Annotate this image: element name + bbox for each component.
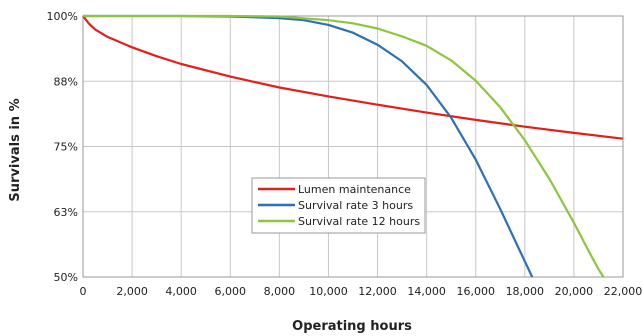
x-tick-label: 16,000 <box>456 285 495 298</box>
legend-item-survival-rate-12-hours: Survival rate 12 hours <box>258 215 420 228</box>
x-tick-label: 18,000 <box>506 285 545 298</box>
x-tick-label: 2,000 <box>116 285 148 298</box>
grid-lines <box>82 15 624 278</box>
x-tick-label: 0 <box>80 285 87 298</box>
legend-item-lumen-maintenance: Lumen maintenance <box>258 183 411 196</box>
x-tick-label: 14,000 <box>407 285 446 298</box>
x-tick-label: 20,000 <box>555 285 594 298</box>
y-tick-labels: 50% 63% 75% 88% 100% <box>47 10 78 284</box>
series-line-lumen-maintenance <box>82 15 624 140</box>
legend-item-survival-rate-3-hours: Survival rate 3 hours <box>258 199 413 212</box>
y-tick-label: 50% <box>54 271 78 284</box>
x-tick-label: 8,000 <box>264 285 296 298</box>
x-axis-title: Operating hours <box>292 319 412 334</box>
x-tick-label: 10,000 <box>309 285 348 298</box>
x-tick-labels: 0 2,000 4,000 6,000 8,000 10,000 12,000 14,000 1… <box>80 285 643 298</box>
y-tick-label: 88% <box>54 75 78 88</box>
y-axis-title: Survivals in % <box>8 98 23 201</box>
y-tick-label: 100% <box>47 10 78 23</box>
x-tick-label: 4,000 <box>165 285 197 298</box>
series-line-survival-rate-12-hours <box>83 14 605 278</box>
legend-label: Lumen maintenance <box>298 183 411 196</box>
x-tick-label: 22,000 <box>604 285 643 298</box>
y-tick-label: 75% <box>54 141 78 154</box>
x-tick-label: 6,000 <box>215 285 247 298</box>
plot-frame <box>82 15 624 278</box>
series-lines <box>82 14 624 278</box>
x-tick-label: 12,000 <box>358 285 397 298</box>
y-tick-label: 63% <box>54 206 78 219</box>
legend: Lumen maintenance Survival rate 3 hours … <box>251 177 426 234</box>
legend-label: Survival rate 3 hours <box>298 199 413 212</box>
legend-label: Survival rate 12 hours <box>298 215 420 228</box>
